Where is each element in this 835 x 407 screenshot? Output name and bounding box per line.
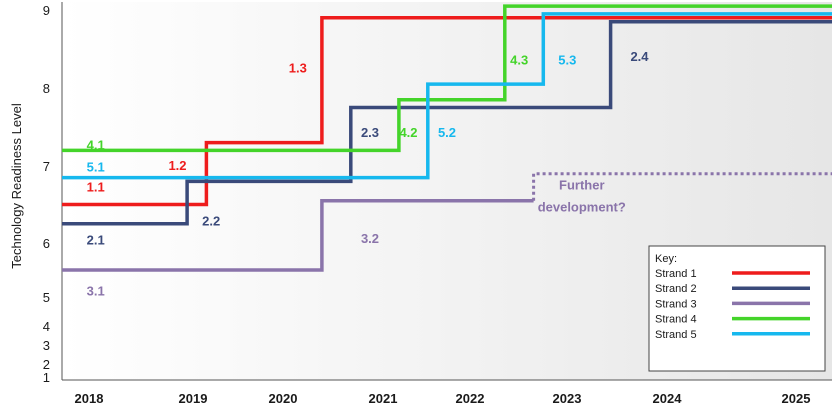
annotation-label: 2.1 [87,233,105,248]
series-line-strand-1 [62,16,832,207]
x-tick-label: 2022 [456,391,485,406]
x-tick-label: 2019 [179,391,208,406]
x-tick-label: 2018 [75,391,104,406]
annotation-label: 4.3 [510,53,528,68]
annotation-label: 5.3 [558,53,576,68]
annotation-label: 1.3 [289,61,307,76]
series-line-strand-3 [62,198,534,272]
x-tick-label: 2025 [782,391,811,406]
y-tick-label: 7 [43,159,50,174]
annotation-label: 5.2 [438,125,456,140]
annotation-label: 3.1 [87,284,105,299]
annotation-label: 4.2 [399,125,417,140]
annotation-label: 1.2 [168,158,186,173]
series-layer [62,4,832,272]
y-axis-title: Technology Readiness Level [9,103,24,269]
y-tick-label: 2 [43,357,50,372]
legend-entry-label: Strand 4 [655,314,697,326]
series-line-strand-2 [62,19,832,226]
annotation-layer: 1.1 1.2 1.3 2.1 2.2 2.3 2.4 3.1 3.2 Further develo… [87,49,650,299]
x-tick-label: 2021 [369,391,398,406]
series-projection-strand-3 [532,172,832,201]
legend-entry-label: Strand 5 [655,329,697,341]
y-tick-label: 9 [43,3,50,18]
annotation-label: 5.1 [87,160,105,175]
series-line-strand-4 [62,4,832,153]
x-tick-label: 2023 [553,391,582,406]
legend-entry-label: Strand 3 [655,298,697,310]
annotation-label: 2.2 [202,213,220,228]
y-tick-label: 5 [43,290,50,305]
annotation-label: 3.2 [361,231,379,246]
legend-entry-label: Strand 2 [655,283,697,295]
legend-entry-label: Strand 1 [655,268,697,280]
x-tick-label: 2020 [269,391,298,406]
y-tick-label: 4 [43,319,50,334]
y-tick-label: 3 [43,338,50,353]
legend-box [648,245,826,372]
annotation-label: 2.4 [630,49,649,64]
y-tick-label: 1 [43,370,50,385]
x-tick-label: 2024 [653,391,683,406]
y-tick-label: 6 [43,236,50,251]
series-line-strand-5 [62,12,832,180]
y-tick-label: 8 [43,81,50,96]
annotation-label: 1.1 [87,180,105,195]
legend: Key: Strand 1 Strand 2 Strand 3 Strand 4 Stra… [648,245,826,372]
legend-title: Key: [655,253,677,265]
annotation-label: Further [559,177,605,192]
axes: 12 3 4 5 6 7 8 9 2018 2019 2020 2021 2022 2023 2024 202… [9,2,832,406]
annotation-label: 2.3 [361,125,379,140]
annotation-label: development? [538,200,626,215]
annotation-label: 4.1 [87,138,105,153]
